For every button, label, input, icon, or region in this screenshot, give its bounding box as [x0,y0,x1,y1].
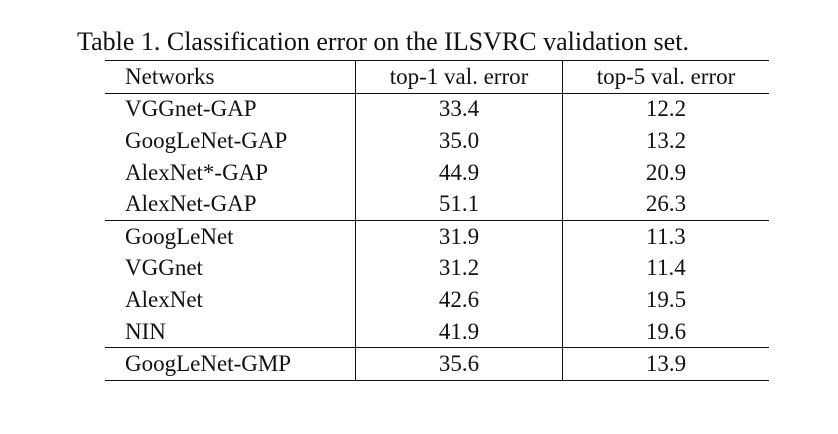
table-row: VGGnet-GAP 33.4 12.2 [105,93,769,126]
network-name: VGGnet [125,255,203,281]
top1-value: 31.2 [355,252,563,285]
table-header-row: Networks top-1 val. error top-5 val. err… [105,60,769,94]
header-top1-error: top-1 val. error [355,60,563,94]
top5-value: 13.2 [562,125,769,157]
network-name: AlexNet*-GAP [125,159,269,185]
network-name: AlexNet [125,286,203,312]
table-caption: Table 1. Classification error on the ILS… [77,27,689,56]
top5-value: 12.2 [562,93,769,126]
network-name: GoogLeNet-GMP [125,351,292,377]
header-top5-error: top-5 val. error [562,60,769,94]
network-name: AlexNet-GAP [125,191,257,217]
top1-value: 33.4 [355,93,563,126]
top5-value: 11.3 [562,220,769,253]
top1-value: 44.9 [355,156,563,189]
table-row: AlexNet 42.6 19.5 [105,284,769,316]
table-row: AlexNet*-GAP 44.9 20.9 [105,156,769,189]
table-row: VGGnet 31.2 11.4 [105,252,769,285]
top1-value: 35.0 [355,125,563,157]
top5-value: 20.9 [562,156,769,189]
table-row: NIN 41.9 19.6 [105,315,769,348]
table-row: AlexNet-GAP 51.1 26.3 [105,188,769,221]
table-row: GoogLeNet-GMP 35.6 13.9 [105,347,769,381]
top1-value: 31.9 [355,220,563,253]
table-row: GoogLeNet 31.9 11.3 [105,220,769,253]
top5-value: 19.5 [562,284,769,316]
network-name: GoogLeNet-GAP [125,127,288,153]
top5-value: 26.3 [562,188,769,221]
top5-value: 19.6 [562,315,769,348]
header-networks: Networks [125,63,215,89]
table-row: GoogLeNet-GAP 35.0 13.2 [105,125,769,157]
top1-value: 41.9 [355,315,563,348]
top1-value: 35.6 [355,347,563,381]
top5-value: 13.9 [562,347,769,381]
results-table: Networks top-1 val. error top-5 val. err… [105,60,769,381]
network-name: NIN [125,318,166,344]
top1-value: 51.1 [355,188,563,221]
top1-value: 42.6 [355,284,563,316]
network-name: GoogLeNet [125,223,234,249]
network-name: VGGnet-GAP [125,96,257,122]
top5-value: 11.4 [562,252,769,285]
